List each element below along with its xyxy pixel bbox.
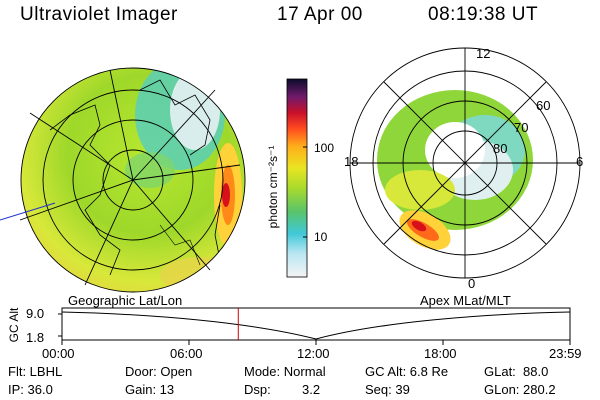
time-label: 08:19:38 UT [428,4,539,25]
colorbar-tick-10: 10 [314,230,328,244]
mlt-label-12: 12 [476,46,491,61]
x-tick-1200: 12:00 [297,346,330,361]
colorbar-tick-100: 100 [314,141,335,155]
x-tick-0000: 00:00 [42,346,75,361]
info-flt: Flt: LBHL [8,364,63,379]
info-gain: Gain: 13 [125,382,175,397]
polar-plot [349,47,581,279]
info-glat: GLat: 88.0 [484,364,549,379]
mlt-label-18: 18 [344,154,359,169]
geographic-image [0,67,246,293]
info-glon: GLon: 280.2 [484,382,556,397]
page-title: Ultraviolet Imager [20,4,178,25]
info-dsp-label: Dsp: [244,382,271,397]
info-door: Door: Open [125,364,193,379]
colorbar [286,78,308,278]
mlt-label-0: 0 [468,276,476,291]
mlat-label-70: 70 [514,120,529,135]
x-tick-1800: 18:00 [424,346,457,361]
x-tick-0600: 06:00 [170,346,203,361]
info-seq: Seq: 39 [365,382,410,397]
timeline-y-tick-bottom: 1.8 [26,330,45,345]
timeline-right-title: Apex MLat/MLT [420,293,511,308]
x-tick-2359: 23:59 [549,346,582,361]
date-label: 17 Apr 00 [277,4,363,25]
mlat-label-80: 80 [493,141,508,156]
info-ip: IP: 36.0 [8,382,53,397]
mlat-label-60: 60 [536,98,551,113]
timeline-left-title: Geographic Lat/Lon [68,293,183,308]
info-dsp-value: 3.2 [302,382,321,397]
timeline-plot [58,307,571,345]
mlt-label-6: 6 [576,154,584,169]
info-gc-alt: GC Alt: 6.8 Re [365,364,449,379]
timeline-y-tick-top: 9.0 [26,306,45,321]
colorbar-unit-label: photon cm⁻²s⁻¹ [266,145,280,229]
info-mode: Mode: Normal [244,364,326,379]
